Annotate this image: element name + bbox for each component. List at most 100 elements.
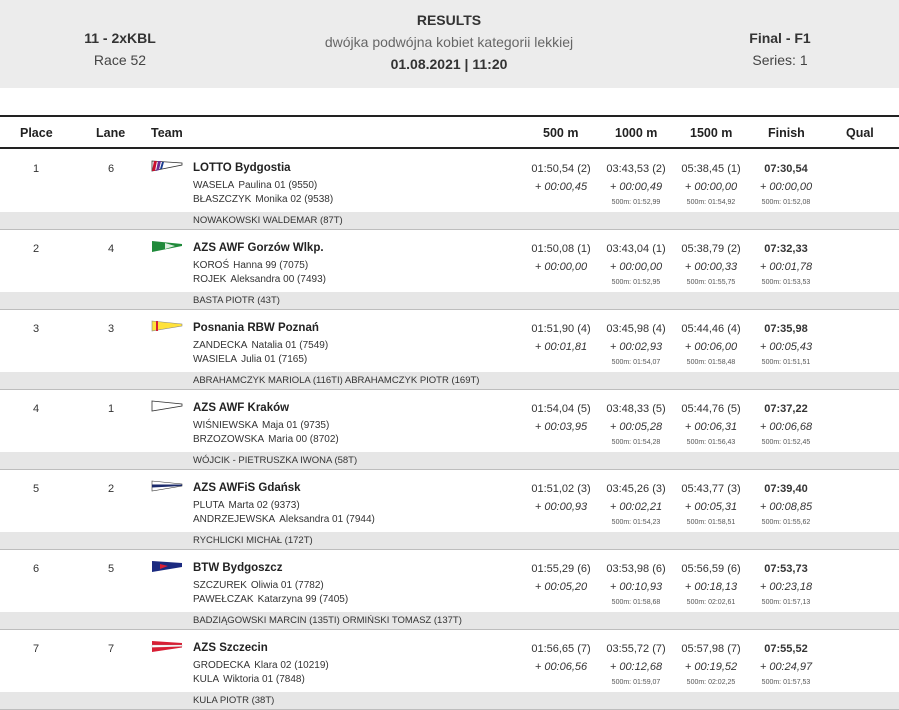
coach-names: KULA PIOTR (38T) bbox=[193, 695, 275, 706]
split-500m: 01:56,65 (7) bbox=[531, 643, 591, 655]
finish-pace: 500m: 01:55,62 bbox=[761, 519, 811, 526]
green-flag-icon bbox=[152, 241, 182, 252]
coach-bar: BASTA PIOTR (43T) bbox=[0, 292, 899, 309]
member-details: Aleksandra 01 (7944) bbox=[279, 514, 375, 525]
finish-time: 07:39,40 bbox=[764, 483, 808, 495]
pace-1000m: 500m: 01:54,28 bbox=[611, 439, 661, 446]
crew-member: PLUTA Marta 02 (9373) bbox=[193, 500, 300, 511]
white-flag-icon bbox=[151, 400, 183, 412]
diff-500m: + 00:03,95 bbox=[534, 421, 588, 433]
navy-stripe-flag-icon bbox=[151, 480, 183, 492]
coach-bar: KULA PIOTR (38T) bbox=[0, 692, 899, 709]
split-1000m: 03:45,26 (3) bbox=[606, 483, 666, 495]
crew-member: GRODECKA Klara 02 (10219) bbox=[193, 660, 329, 671]
diff-1500m: + 00:19,52 bbox=[684, 661, 738, 673]
crew-member: WASIELA Julia 01 (7165) bbox=[193, 354, 307, 365]
split-500m: 01:50,54 (2) bbox=[531, 163, 591, 175]
split-1000m: 03:53,98 (6) bbox=[606, 563, 666, 575]
crew-member: ANDRZEJEWSKA Aleksandra 01 (7944) bbox=[193, 514, 375, 525]
crew-member: WASELA Paulina 01 (9550) bbox=[193, 180, 317, 191]
split-1000m: 03:45,98 (4) bbox=[606, 323, 666, 335]
diff-1500m: + 00:06,00 bbox=[684, 341, 738, 353]
diff-1000m: + 00:12,68 bbox=[609, 661, 663, 673]
finish-diff: + 00:08,85 bbox=[759, 501, 813, 513]
finish-time: 07:32,33 bbox=[764, 243, 808, 255]
col-finish: Finish bbox=[768, 126, 805, 140]
pace-1500m: 500m: 01:58,48 bbox=[686, 359, 736, 366]
split-1000m: 03:43,53 (2) bbox=[606, 163, 666, 175]
event-code: 11 - 2xKBL bbox=[84, 30, 156, 46]
member-surname: ROJEK bbox=[193, 274, 227, 285]
member-details: Wiktoria 01 (7848) bbox=[223, 674, 305, 685]
split-500m: 01:51,90 (4) bbox=[531, 323, 591, 335]
lane-value: 1 bbox=[107, 403, 115, 415]
place-value: 7 bbox=[32, 643, 40, 655]
member-surname: WASIELA bbox=[193, 354, 238, 365]
diff-1500m: + 00:05,31 bbox=[684, 501, 738, 513]
lotto-flag-icon bbox=[151, 160, 183, 172]
event-description: dwójka podwójna kobiet kategorii lekkiej bbox=[324, 34, 574, 50]
finish-diff: + 00:05,43 bbox=[759, 341, 813, 353]
coach-bar: BADZIĄGOWSKI MARCIN (135TI) ORMIŃSKI TOM… bbox=[0, 612, 899, 629]
team-name: AZS AWFiS Gdańsk bbox=[193, 482, 301, 494]
coach-names: RYCHLICKI MICHAŁ (172T) bbox=[193, 535, 313, 546]
results-table: 1 6 LOTTO Bydgostia WASELA Paulina 01 (95… bbox=[0, 150, 899, 710]
diff-500m: + 00:05,20 bbox=[534, 581, 588, 593]
team-name: BTW Bydgoszcz bbox=[193, 562, 283, 574]
team-name: AZS Szczecin bbox=[193, 642, 268, 654]
finish-time: 07:37,22 bbox=[764, 403, 808, 415]
pace-1000m: 500m: 01:54,23 bbox=[611, 519, 661, 526]
split-500m: 01:55,29 (6) bbox=[531, 563, 591, 575]
event-datetime: 01.08.2021 | 11:20 bbox=[390, 56, 508, 72]
col-500m: 500 m bbox=[543, 126, 579, 140]
place-value: 4 bbox=[32, 403, 40, 415]
team-name: AZS AWF Kraków bbox=[193, 402, 290, 414]
split-1500m: 05:44,76 (5) bbox=[681, 403, 741, 415]
place-value: 3 bbox=[32, 323, 40, 335]
diff-1000m: + 00:10,93 bbox=[609, 581, 663, 593]
member-details: Hanna 99 (7075) bbox=[233, 260, 309, 271]
diff-1500m: + 00:00,33 bbox=[684, 261, 738, 273]
coach-names: BASTA PIOTR (43T) bbox=[193, 295, 280, 306]
member-details: Klara 02 (10219) bbox=[254, 660, 329, 671]
coach-bar: NOWAKOWSKI WALDEMAR (87T) bbox=[0, 212, 899, 229]
pace-1000m: 500m: 01:58,68 bbox=[611, 599, 661, 606]
diff-500m: + 00:01,81 bbox=[534, 341, 588, 353]
team-name: AZS AWF Gorzów Wlkp. bbox=[193, 242, 324, 254]
navy-red-flag-icon bbox=[152, 561, 182, 572]
coach-names: ABRAHAMCZYK MARIOLA (116TI) ABRAHAMCZYK … bbox=[193, 375, 480, 386]
finish-pace: 500m: 01:52,45 bbox=[761, 439, 811, 446]
finish-time: 07:30,54 bbox=[764, 163, 808, 175]
split-1000m: 03:55,72 (7) bbox=[606, 643, 666, 655]
pace-1500m: 500m: 02:02,61 bbox=[686, 599, 736, 606]
member-details: Julia 01 (7165) bbox=[241, 354, 308, 365]
crew-member: KULA Wiktoria 01 (7848) bbox=[193, 674, 305, 685]
diff-500m: + 00:00,45 bbox=[534, 181, 588, 193]
crew-member: PAWEŁCZAK Katarzyna 99 (7405) bbox=[193, 594, 348, 605]
lane-value: 5 bbox=[107, 563, 115, 575]
member-details: Oliwia 01 (7782) bbox=[250, 580, 324, 591]
table-row: 3 3 Posnania RBW Poznań ZANDECKA Natalia … bbox=[0, 310, 899, 390]
finish-diff: + 00:24,97 bbox=[759, 661, 813, 673]
crew-member: BRZOZOWSKA Maria 00 (8702) bbox=[193, 434, 339, 445]
col-1500m: 1500 m bbox=[690, 126, 733, 140]
member-details: Maria 00 (8702) bbox=[268, 434, 339, 445]
member-details: Paulina 01 (9550) bbox=[238, 180, 318, 191]
member-surname: KULA bbox=[193, 674, 220, 685]
place-value: 2 bbox=[32, 243, 40, 255]
member-details: Aleksandra 00 (7493) bbox=[230, 274, 326, 285]
member-details: Monika 02 (9538) bbox=[255, 194, 334, 205]
member-surname: GRODECKA bbox=[193, 660, 251, 671]
finish-diff: + 00:00,00 bbox=[759, 181, 813, 193]
member-details: Natalia 01 (7549) bbox=[251, 340, 329, 351]
event-title-block: RESULTS dwójka podwójna kobiet kategorii… bbox=[299, 12, 599, 72]
diff-500m: + 00:00,00 bbox=[534, 261, 588, 273]
coach-names: WÓJCIK - PIETRUSZKA IWONA (58T) bbox=[193, 455, 358, 466]
member-surname: WIŚNIEWSKA bbox=[193, 420, 259, 431]
coach-names: NOWAKOWSKI WALDEMAR (87T) bbox=[193, 215, 343, 226]
split-1500m: 05:38,45 (1) bbox=[681, 163, 741, 175]
col-lane: Lane bbox=[96, 126, 126, 140]
pace-1500m: 500m: 01:58,51 bbox=[686, 519, 736, 526]
series-label: Series: 1 bbox=[752, 52, 808, 68]
diff-1000m: + 00:02,93 bbox=[609, 341, 663, 353]
